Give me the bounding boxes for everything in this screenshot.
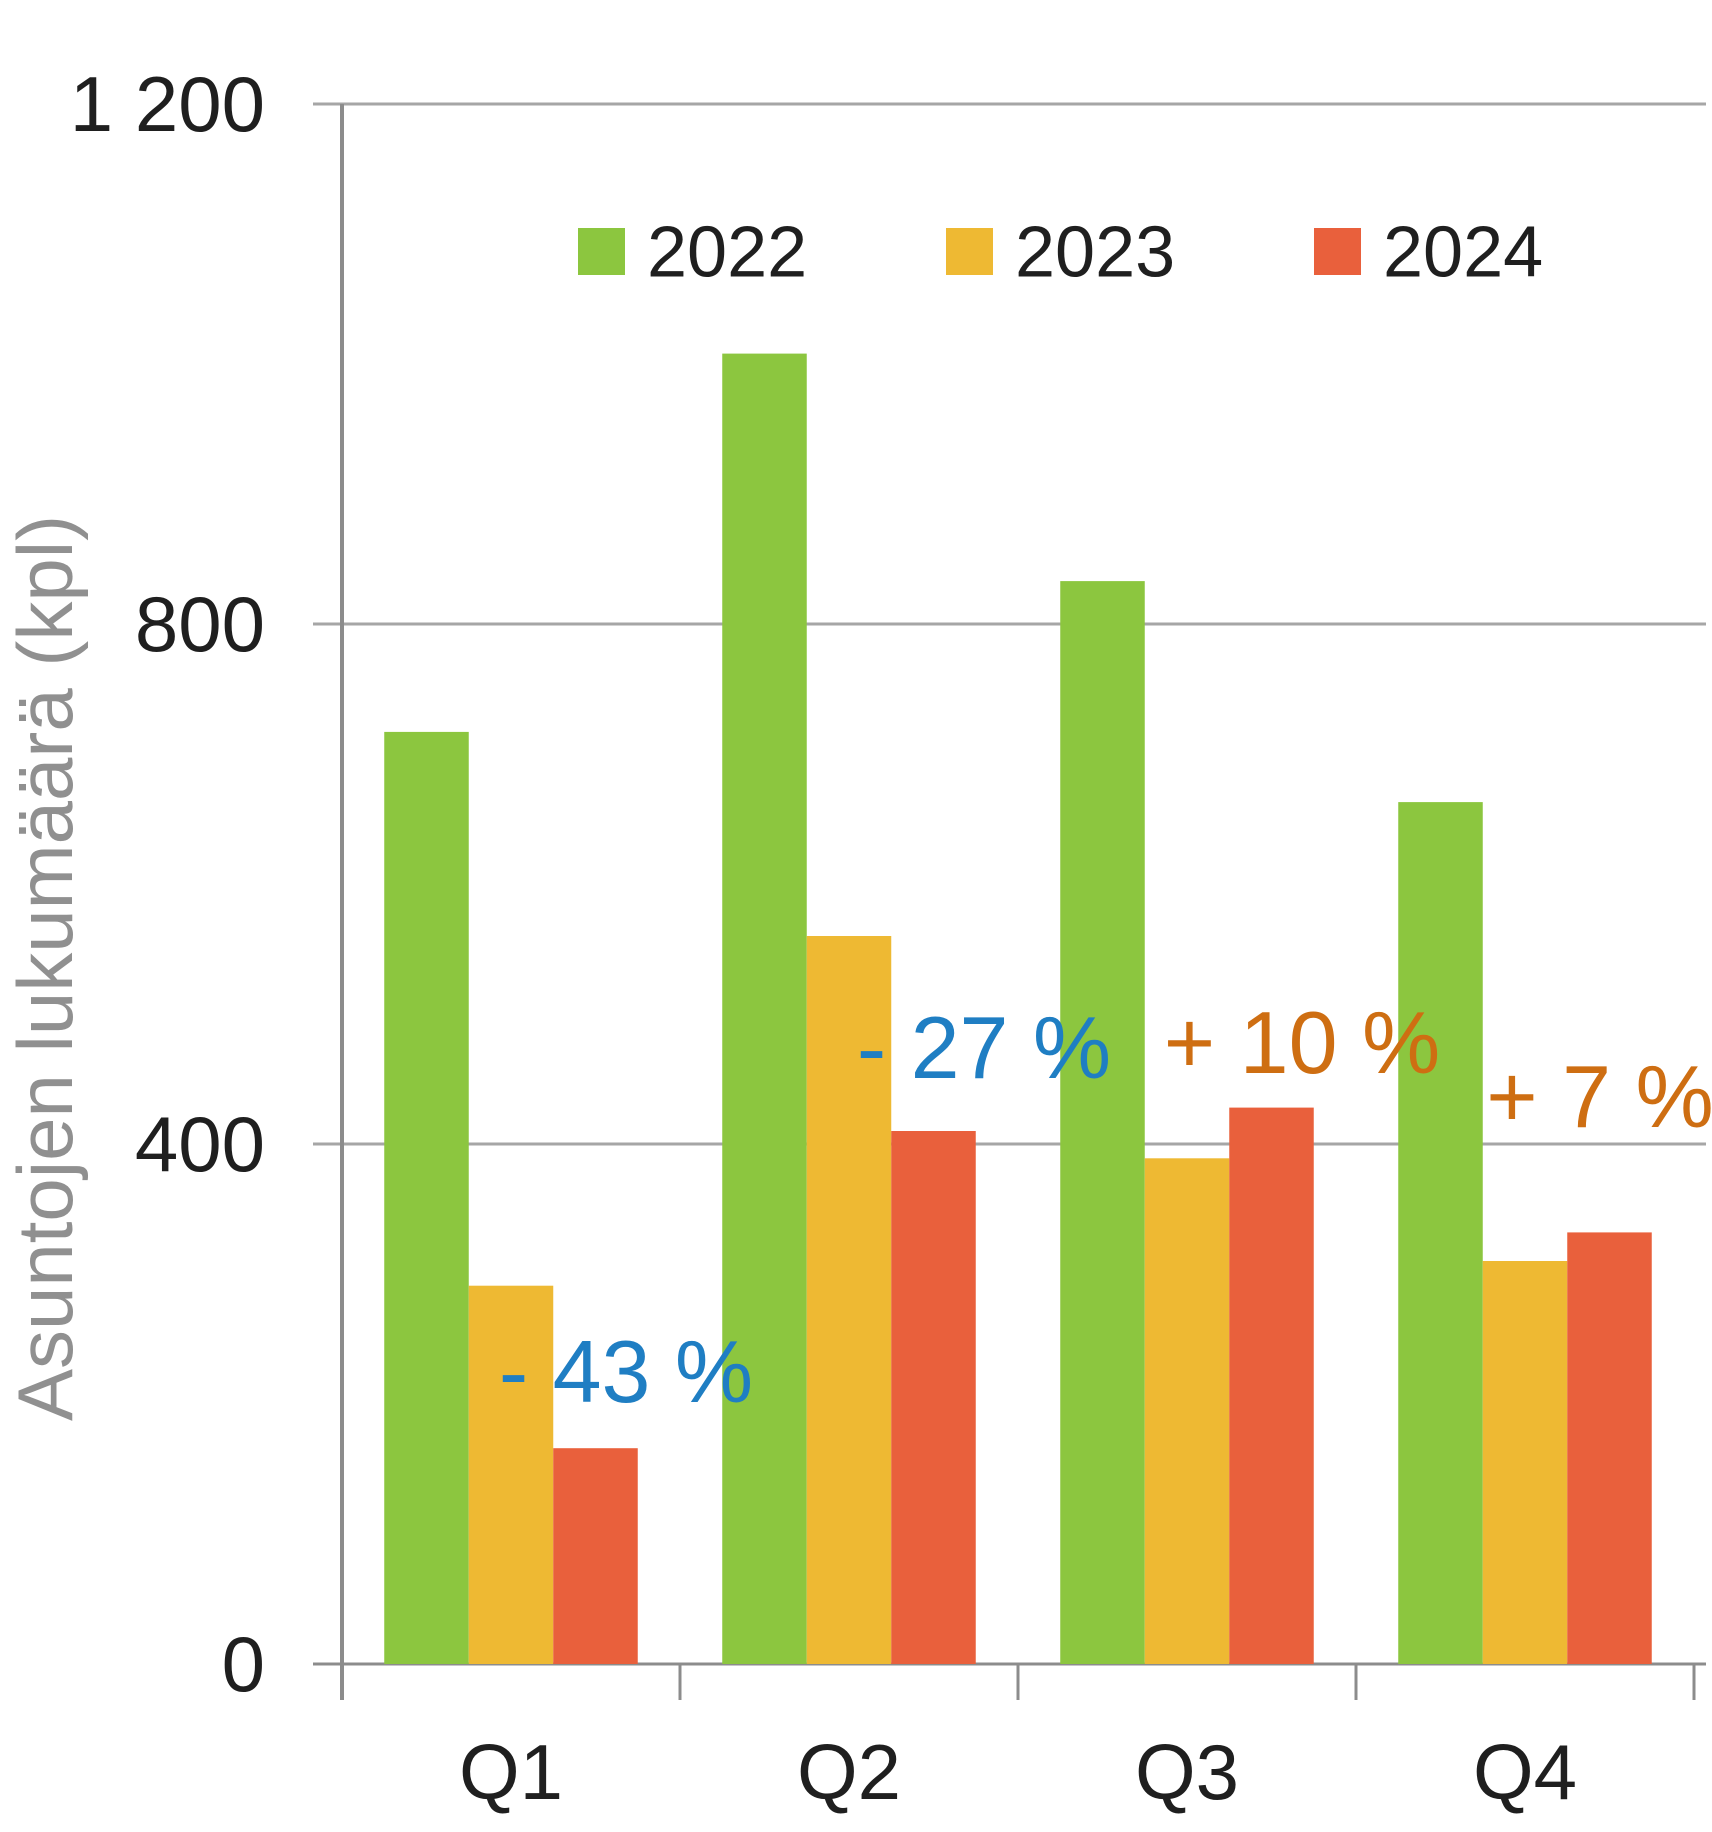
y-tick-label-0: 0 [222,1620,265,1708]
annotation-4: + 7 % [1486,1047,1712,1146]
annotation-3: + 10 % [1164,993,1440,1092]
x-tick-label-q3: Q3 [1135,1728,1239,1816]
legend-label-2024: 2024 [1383,213,1543,293]
y-tick-label-1200: 1 200 [70,60,265,148]
bar-q1-2024 [553,1448,638,1664]
bar-q2-2022 [722,353,807,1665]
bar-q3-2022 [1060,581,1145,1664]
legend-label-2022: 2022 [647,213,807,293]
bar-q4-2023 [1482,1261,1568,1664]
annotation-1: - 43 % [499,1322,753,1421]
bar-q1-2022 [384,731,469,1664]
legend-label-2023: 2023 [1015,213,1175,293]
y-tick-label-400: 400 [135,1100,265,1188]
y-axis-title: Asuntojen lukumäärä (kpl) [1,515,89,1421]
bar-q4-2022 [1398,802,1483,1664]
legend-swatch-2022 [578,228,625,275]
bar-q3-2023 [1144,1158,1230,1664]
annotation-2: - 27 % [857,998,1111,1097]
bar-q3-2024 [1229,1107,1314,1664]
x-tick-label-q2: Q2 [797,1728,901,1816]
legend-swatch-2023 [946,228,993,275]
legend-swatch-2024 [1314,228,1361,275]
x-tick-label-q4: Q4 [1473,1728,1577,1816]
bar-q4-2024 [1567,1232,1652,1664]
x-tick-label-q1: Q1 [459,1728,563,1816]
bar-q1-2023 [468,1285,554,1664]
bar-q2-2023 [806,936,892,1664]
bar-q2-2024 [891,1131,976,1664]
y-tick-label-800: 800 [135,580,265,668]
